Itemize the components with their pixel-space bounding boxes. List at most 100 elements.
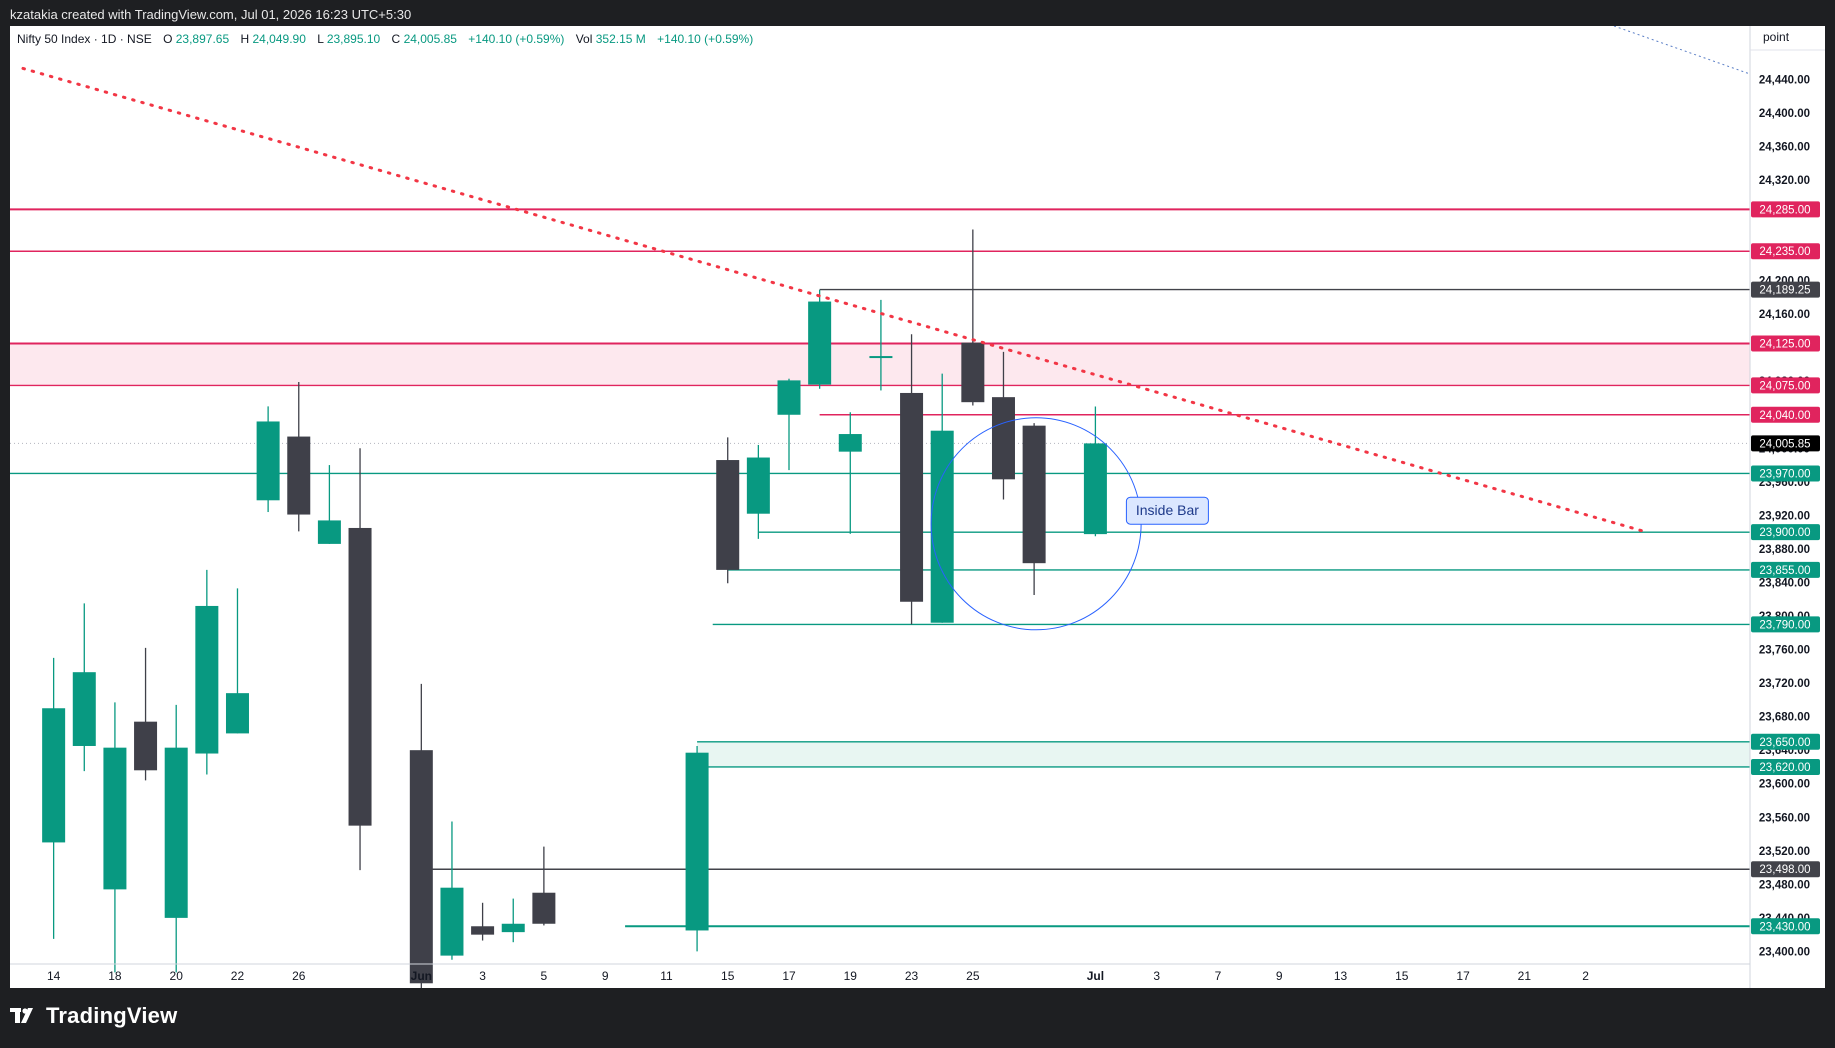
price-tick-label: 23,760.00 [1759, 645, 1810, 657]
time-tick-label: 19 [844, 969, 858, 983]
candle-body-21[interactable] [838, 434, 862, 452]
candle-body-18[interactable] [746, 457, 770, 514]
price-tick-label: 24,440.00 [1759, 74, 1810, 86]
upper-trendline-segment[interactable] [1613, 25, 1751, 75]
candle-body-12[interactable] [440, 887, 464, 956]
price-tag-resistance[interactable] [1751, 335, 1820, 352]
tradingview-logo[interactable]: TradingView [10, 1003, 177, 1029]
candle-body-9[interactable] [317, 520, 341, 544]
candle-body-8[interactable] [287, 436, 311, 515]
price-tag-resistance[interactable] [1751, 201, 1820, 218]
price-tag-support[interactable] [1751, 465, 1820, 482]
candle-body-19[interactable] [777, 380, 801, 415]
time-tick-label: 17 [782, 969, 796, 983]
price-tag-label: 23,620.00 [1759, 762, 1810, 774]
time-tick-label: 15 [721, 969, 735, 983]
candle-body-20[interactable] [808, 301, 832, 385]
candlestick-chart[interactable]: Inside Bar point 24,440.00 24,400.00 24,36… [10, 25, 1825, 1011]
time-tick-label: Jul [1087, 969, 1104, 983]
inside-bar-label-box[interactable] [1125, 496, 1209, 525]
price-tag-resistance[interactable] [1751, 243, 1820, 260]
candle-body-16[interactable] [685, 752, 709, 931]
candle-body-22[interactable] [869, 356, 893, 359]
price-tag-resistance[interactable] [1751, 377, 1820, 394]
time-tick-label: 13 [1334, 969, 1348, 983]
candle-body-23[interactable] [900, 392, 924, 602]
candle-body-0[interactable] [42, 708, 66, 843]
time-tick-label: 9 [1276, 969, 1283, 983]
candle-body-13[interactable] [471, 926, 495, 935]
zone-resistance-0 [10, 343, 1750, 386]
price-tag-support[interactable] [1751, 758, 1820, 775]
price-tag-last[interactable] [1751, 435, 1820, 452]
time-tick-label: 22 [231, 969, 245, 983]
price-tag-support[interactable] [1751, 733, 1820, 750]
price-tag-neutral[interactable] [1751, 281, 1820, 298]
legend-open-value: 23,897.65 [176, 32, 230, 46]
legend-low-label: L [317, 32, 324, 46]
time-tick-label: 23 [905, 969, 919, 983]
price-scale-unit[interactable]: point [1763, 30, 1790, 44]
price-tag-support[interactable] [1751, 616, 1820, 633]
price-tag-label: 24,075.00 [1759, 380, 1810, 392]
time-tick-label: 9 [602, 969, 609, 983]
legend-volume-label: Vol [576, 32, 593, 46]
candle-body-28[interactable] [1083, 443, 1107, 535]
candle-body-6[interactable] [225, 693, 249, 734]
price-tag-support[interactable] [1751, 561, 1820, 578]
legend-low-value: 23,895.10 [327, 32, 381, 46]
time-tick-label: 2 [1582, 969, 1589, 983]
descending-trendline[interactable] [21, 66, 1649, 534]
price-tag-label: 23,430.00 [1759, 921, 1810, 933]
price-tag-label: 24,125.00 [1759, 338, 1810, 350]
price-tick-label: 23,880.00 [1759, 544, 1810, 556]
candle-body-7[interactable] [256, 421, 280, 501]
legend-volume-value: 352.15 M [596, 32, 646, 46]
price-tag-label: 24,235.00 [1759, 246, 1810, 258]
candle-body-25[interactable] [961, 342, 985, 403]
ohlc-legend: Nifty 50 Index · 1D · NSE O 23,897.65 H … [17, 32, 753, 46]
chart-frame[interactable]: Inside Bar point 24,440.00 24,400.00 24,36… [10, 25, 1825, 1011]
candle-body-2[interactable] [103, 747, 127, 890]
price-tag-label: 23,855.00 [1759, 565, 1810, 577]
candle-body-15[interactable] [532, 892, 556, 924]
price-tick-label: 23,680.00 [1759, 712, 1810, 724]
price-tag-label: 23,650.00 [1759, 737, 1810, 749]
time-tick-label: Jun [411, 969, 432, 983]
tradingview-logo-icon [10, 1008, 33, 1023]
candle-body-4[interactable] [164, 747, 188, 918]
price-tick-label: 23,920.00 [1759, 510, 1810, 522]
time-tick-label: 21 [1518, 969, 1532, 983]
price-tick-label: 24,320.00 [1759, 175, 1810, 187]
legend-high-value: 24,049.90 [253, 32, 307, 46]
price-tag-resistance[interactable] [1751, 406, 1820, 423]
candle-body-17[interactable] [716, 460, 740, 570]
legend-close-value: 24,005.85 [404, 32, 458, 46]
price-tick-label: 23,600.00 [1759, 779, 1810, 791]
candle-body-10[interactable] [348, 527, 372, 826]
price-tick-label: 23,720.00 [1759, 678, 1810, 690]
price-tick-label: 23,520.00 [1759, 846, 1810, 858]
price-tag-label: 23,900.00 [1759, 527, 1810, 539]
price-tag-label: 23,790.00 [1759, 619, 1810, 631]
price-tag-label: 23,498.00 [1759, 864, 1810, 876]
candle-body-3[interactable] [134, 721, 158, 771]
price-tag-neutral[interactable] [1751, 861, 1820, 878]
inside-bar-label: Inside Bar [1136, 502, 1199, 518]
candle-body-11[interactable] [409, 750, 433, 984]
price-scale-background[interactable] [1750, 26, 1825, 988]
candle-body-5[interactable] [195, 605, 219, 754]
candle-body-24[interactable] [930, 430, 954, 623]
legend-high-label: H [240, 32, 249, 46]
time-tick-label: 3 [479, 969, 486, 983]
price-tag-support[interactable] [1751, 918, 1820, 935]
candle-body-1[interactable] [72, 672, 96, 746]
top-caption-bar: kzatakia created with TradingView.com, J… [0, 0, 1835, 26]
price-tick-label: 24,360.00 [1759, 141, 1810, 153]
price-tag-support[interactable] [1751, 524, 1820, 541]
candle-body-27[interactable] [1022, 425, 1046, 564]
candle-body-14[interactable] [501, 923, 525, 933]
candle-body-26[interactable] [991, 397, 1015, 480]
time-tick-label: 18 [108, 969, 122, 983]
price-tag-label: 24,285.00 [1759, 204, 1810, 216]
